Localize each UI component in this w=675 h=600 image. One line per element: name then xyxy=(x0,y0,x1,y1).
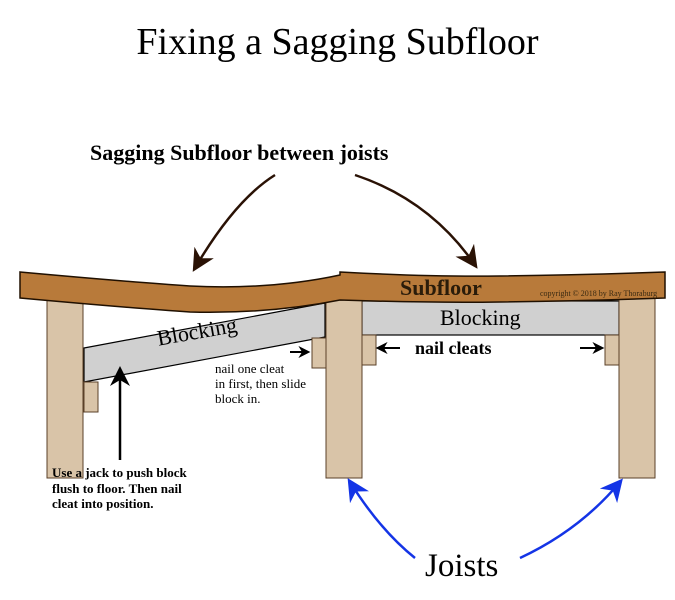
note-jack-line3: cleat into position. xyxy=(52,496,187,512)
nail-cleats-label: nail cleats xyxy=(415,338,492,358)
joist-2 xyxy=(326,298,362,478)
note-cleat-line2: in first, then slide xyxy=(215,377,306,392)
diagram-stage: Fixing a Sagging Subfloor Sagging Subflo… xyxy=(0,0,675,600)
note-cleat-line1: nail one cleat xyxy=(215,362,306,377)
copyright-text: copyright © 2018 by Ray Thoraburg xyxy=(540,289,657,298)
cleat-4 xyxy=(605,335,619,365)
joists-label: Joists xyxy=(425,548,498,584)
cleat-3 xyxy=(362,335,376,365)
cleat-2 xyxy=(312,338,326,368)
joist-3 xyxy=(619,298,655,478)
note-jack-line1: Use a jack to push block xyxy=(52,465,187,481)
subfloor-label: Subfloor xyxy=(400,275,482,300)
cleat-1 xyxy=(84,382,98,412)
blocking-right-label: Blocking xyxy=(440,305,521,330)
joist-1 xyxy=(47,298,83,478)
note-jack-line2: flush to floor. Then nail xyxy=(52,481,187,497)
note-cleat-line3: block in. xyxy=(215,392,306,407)
